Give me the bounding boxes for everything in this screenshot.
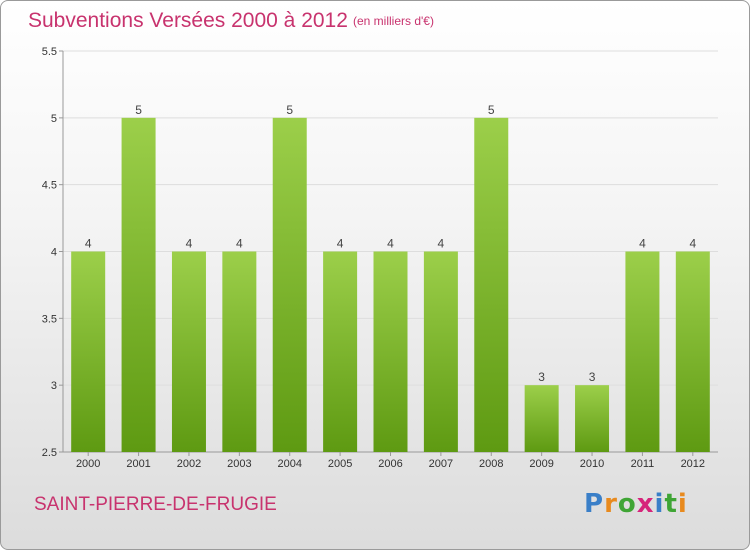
bar — [71, 251, 106, 452]
x-tick-label: 2002 — [177, 458, 201, 470]
x-tick-label: 2008 — [479, 458, 503, 470]
x-tick-label: 2007 — [429, 458, 453, 470]
proxiti-logo: Proxiti — [584, 489, 688, 519]
bar — [272, 117, 307, 452]
bar — [575, 385, 610, 452]
data-label: 4 — [387, 237, 394, 251]
x-tick-label: 2011 — [631, 458, 655, 470]
data-label: 4 — [337, 237, 344, 251]
x-tick-label: 2006 — [378, 458, 402, 470]
y-tick-label: 5.5 — [42, 46, 57, 58]
chart-title: Subventions Versées 2000 à 2012 — [28, 9, 348, 32]
data-label: 4 — [438, 237, 445, 251]
x-tick-label: 2010 — [580, 458, 604, 470]
bar — [373, 251, 408, 452]
x-tick-label: 2003 — [227, 458, 251, 470]
bar — [171, 251, 206, 452]
data-label: 5 — [286, 103, 293, 117]
bar — [222, 251, 257, 452]
data-label: 4 — [85, 237, 92, 251]
commune-name: SAINT-PIERRE-DE-FRUGIE — [34, 494, 277, 515]
data-label: 3 — [538, 370, 545, 384]
logo-letter: P — [584, 489, 605, 519]
logo-letter: i — [677, 489, 688, 519]
x-tick-label: 2012 — [681, 458, 705, 470]
x-tick-label: 2000 — [76, 458, 100, 470]
data-label: 5 — [135, 103, 142, 117]
data-label: 4 — [186, 237, 193, 251]
bar — [323, 251, 358, 452]
bar — [524, 385, 559, 452]
logo-letter: i — [654, 489, 665, 519]
x-tick-label: 2009 — [529, 458, 553, 470]
chart-subtitle: (en milliers d'€) — [353, 14, 434, 28]
logo-letter: r — [604, 489, 618, 519]
y-tick-label: 3 — [51, 380, 57, 392]
bar — [474, 117, 509, 452]
data-label: 5 — [488, 103, 495, 117]
bar — [121, 117, 156, 452]
y-tick-label: 4 — [51, 247, 57, 259]
x-tick-label: 2004 — [277, 458, 301, 470]
bar — [675, 251, 710, 452]
logo-letter: t — [664, 489, 678, 519]
bar — [625, 251, 660, 452]
y-tick-label: 4.5 — [42, 180, 57, 192]
bar — [423, 251, 458, 452]
logo-letter: o — [617, 489, 637, 519]
y-tick-label: 3.5 — [42, 313, 57, 325]
y-tick-label: 2.5 — [42, 447, 57, 459]
data-label: 3 — [589, 370, 596, 384]
data-label: 4 — [639, 237, 646, 251]
y-tick-label: 5 — [51, 113, 57, 125]
data-label: 4 — [236, 237, 243, 251]
x-tick-label: 2001 — [126, 458, 150, 470]
data-label: 4 — [689, 237, 696, 251]
x-tick-label: 2005 — [328, 458, 352, 470]
logo-letter: x — [636, 489, 655, 519]
